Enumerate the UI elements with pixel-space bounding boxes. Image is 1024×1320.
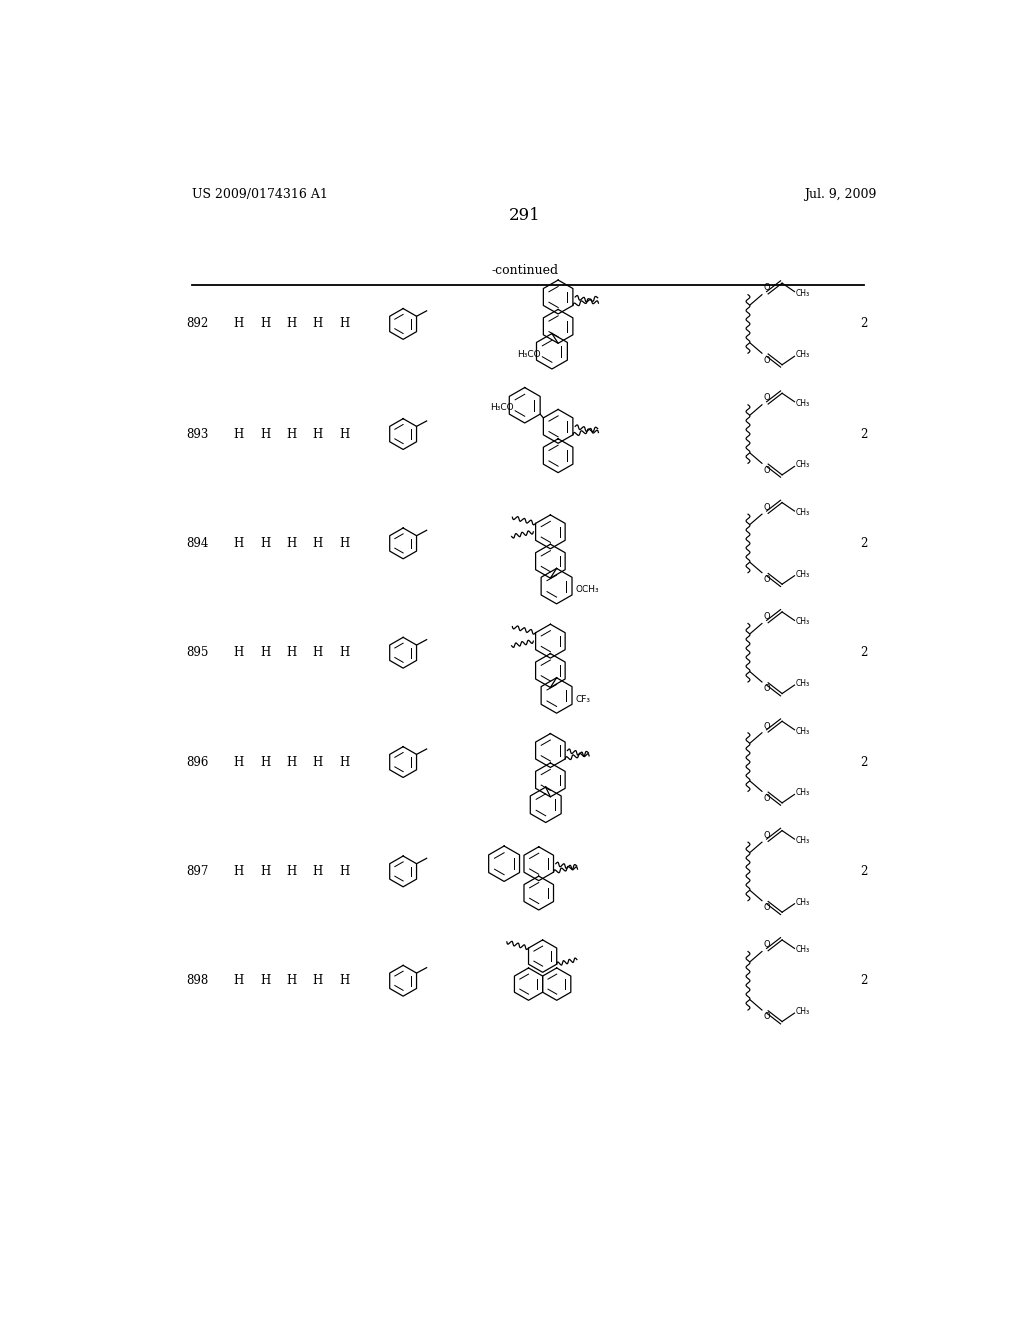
Text: H: H <box>339 865 349 878</box>
Text: H: H <box>287 974 297 987</box>
Text: H: H <box>339 647 349 659</box>
Text: H: H <box>312 317 323 330</box>
Text: OCH₃: OCH₃ <box>575 586 600 594</box>
Text: H: H <box>312 647 323 659</box>
Text: H: H <box>339 537 349 550</box>
Text: H: H <box>287 537 297 550</box>
Text: H: H <box>260 974 270 987</box>
Text: US 2009/0174316 A1: US 2009/0174316 A1 <box>191 189 328 202</box>
Text: 2: 2 <box>860 537 868 550</box>
Text: CH₃: CH₃ <box>796 945 810 954</box>
Text: 291: 291 <box>509 207 541 224</box>
Text: H: H <box>312 428 323 441</box>
Text: O: O <box>764 284 770 293</box>
Text: H: H <box>339 317 349 330</box>
Text: CH₃: CH₃ <box>796 399 810 408</box>
Text: O: O <box>764 576 770 583</box>
Text: O: O <box>764 940 770 949</box>
Text: H: H <box>260 428 270 441</box>
Text: -continued: -continued <box>492 264 558 277</box>
Text: H: H <box>287 755 297 768</box>
Text: CH₃: CH₃ <box>796 461 810 470</box>
Text: O: O <box>764 466 770 475</box>
Text: O: O <box>764 355 770 364</box>
Text: H: H <box>339 428 349 441</box>
Text: H: H <box>233 974 244 987</box>
Text: CH₃: CH₃ <box>796 727 810 735</box>
Text: H: H <box>260 317 270 330</box>
Text: CH₃: CH₃ <box>796 678 810 688</box>
Text: 2: 2 <box>860 974 868 987</box>
Text: H: H <box>339 974 349 987</box>
Text: 892: 892 <box>186 317 209 330</box>
Text: H: H <box>233 647 244 659</box>
Text: 2: 2 <box>860 647 868 659</box>
Text: Jul. 9, 2009: Jul. 9, 2009 <box>804 189 877 202</box>
Text: H₃CO: H₃CO <box>490 403 514 412</box>
Text: O: O <box>764 684 770 693</box>
Text: 2: 2 <box>860 317 868 330</box>
Text: 896: 896 <box>186 755 209 768</box>
Text: CH₃: CH₃ <box>796 350 810 359</box>
Text: 898: 898 <box>186 974 209 987</box>
Text: H: H <box>339 755 349 768</box>
Text: O: O <box>764 793 770 803</box>
Text: CH₃: CH₃ <box>796 898 810 907</box>
Text: CH₃: CH₃ <box>796 508 810 517</box>
Text: H: H <box>260 537 270 550</box>
Text: H: H <box>312 865 323 878</box>
Text: O: O <box>764 1012 770 1022</box>
Text: H: H <box>287 317 297 330</box>
Text: 897: 897 <box>186 865 209 878</box>
Text: H: H <box>312 755 323 768</box>
Text: H: H <box>312 537 323 550</box>
Text: 2: 2 <box>860 865 868 878</box>
Text: H: H <box>312 974 323 987</box>
Text: O: O <box>764 830 770 840</box>
Text: H: H <box>287 865 297 878</box>
Text: H: H <box>233 317 244 330</box>
Text: H: H <box>233 537 244 550</box>
Text: H₃CO: H₃CO <box>517 350 541 359</box>
Text: 893: 893 <box>186 428 209 441</box>
Text: 2: 2 <box>860 428 868 441</box>
Text: CH₃: CH₃ <box>796 618 810 627</box>
Text: O: O <box>764 393 770 403</box>
Text: CH₃: CH₃ <box>796 788 810 797</box>
Text: H: H <box>233 428 244 441</box>
Text: O: O <box>764 612 770 622</box>
Text: O: O <box>764 903 770 912</box>
Text: H: H <box>233 865 244 878</box>
Text: CF₃: CF₃ <box>575 694 591 704</box>
Text: CH₃: CH₃ <box>796 1007 810 1016</box>
Text: H: H <box>287 428 297 441</box>
Text: CH₃: CH₃ <box>796 570 810 578</box>
Text: H: H <box>260 865 270 878</box>
Text: CH₃: CH₃ <box>796 289 810 297</box>
Text: H: H <box>260 755 270 768</box>
Text: O: O <box>764 503 770 512</box>
Text: CH₃: CH₃ <box>796 836 810 845</box>
Text: 894: 894 <box>186 537 209 550</box>
Text: H: H <box>233 755 244 768</box>
Text: 895: 895 <box>186 647 209 659</box>
Text: H: H <box>287 647 297 659</box>
Text: O: O <box>764 722 770 730</box>
Text: 2: 2 <box>860 755 868 768</box>
Text: H: H <box>260 647 270 659</box>
